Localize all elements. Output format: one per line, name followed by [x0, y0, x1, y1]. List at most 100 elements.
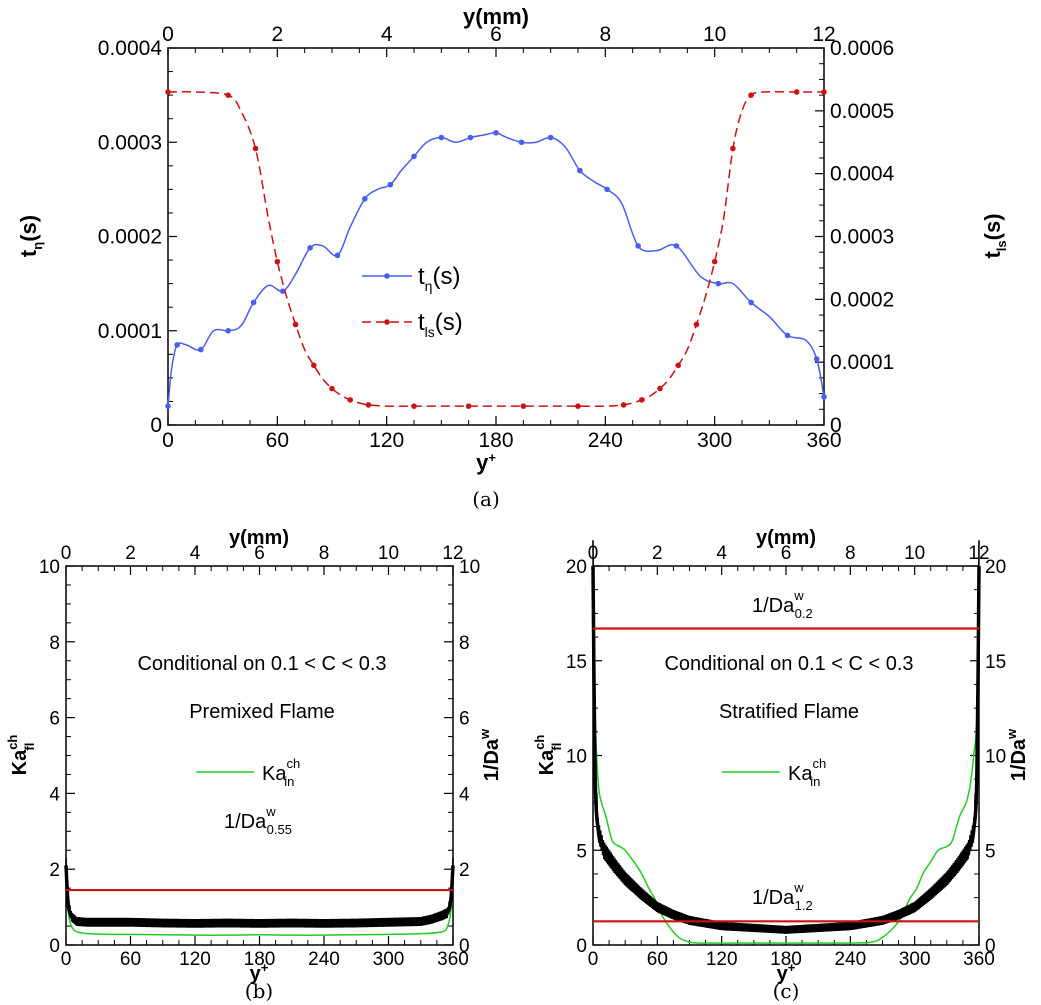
y2-tick-label: 0.0001 [830, 351, 894, 374]
series-point-ls [292, 321, 299, 328]
panel-a-caption: (a) [472, 487, 500, 511]
panel-a-y2-label: tls(s) [980, 213, 1009, 258]
y-tick-label: 10 [39, 557, 60, 578]
x-tick-label: 0 [162, 429, 174, 452]
series-point-ls [274, 258, 281, 265]
series-point-ls [638, 397, 645, 403]
series-point-η [165, 403, 171, 409]
series-line-ka-in [592, 584, 980, 944]
series-point-ls [252, 145, 259, 152]
y-tick-label: 0 [576, 936, 587, 957]
x2-tick-label: 4 [190, 543, 201, 564]
x2-tick-label: 4 [716, 543, 727, 564]
panel-c-line-label-bottom: 1/Daw 1.2 [752, 880, 813, 913]
y2-tick-label: 0.0002 [830, 288, 894, 311]
y2-tick-label: 0.0005 [830, 100, 894, 123]
x-tick-label: 180 [770, 949, 802, 970]
series-point-ls [711, 258, 718, 265]
series-point-η [362, 196, 368, 202]
y-tick-label: 20 [566, 557, 587, 578]
series-point-η [813, 356, 820, 362]
y-tick-label: 5 [576, 841, 587, 862]
x2-tick-label: 2 [652, 543, 663, 564]
x-tick-label: 240 [308, 949, 340, 970]
panel-b-annotation-condition: Conditional on 0.1 < C < 0.3 [137, 653, 386, 675]
panel-a-series [165, 89, 827, 409]
panel-b-caption: (b) [245, 979, 273, 1003]
panel-a-legend: tη(s) tls(s) [362, 263, 463, 340]
y-tick-label: 0.0001 [98, 320, 162, 343]
x-tick-label: 360 [806, 429, 841, 452]
series-point-η [250, 299, 257, 306]
series-band-ka-fl [65, 857, 454, 928]
panel-c-caption: (c) [773, 979, 800, 1003]
series-band-core [591, 565, 981, 932]
x2-tick-label: 8 [845, 543, 856, 564]
series-point-ls [165, 89, 171, 95]
series-point-η [438, 134, 445, 141]
x-tick-label: 180 [244, 949, 276, 970]
y-tick-label: 6 [49, 709, 60, 730]
series-point-η [673, 243, 680, 249]
series-point-η [784, 332, 791, 339]
x2-tick-label: 8 [599, 23, 611, 46]
y-tick-label: 0.0002 [98, 226, 162, 249]
series-point-ls [657, 385, 663, 392]
panel-c-x2-label: y(mm) [756, 527, 816, 549]
series-point-η [307, 245, 313, 251]
panel-b-y-label: Kach fl [5, 735, 37, 776]
y2-tick-label: 0 [985, 936, 996, 957]
series-point-η [467, 134, 474, 141]
legend-blue-marker [384, 273, 390, 279]
y2-tick-label: 4 [459, 784, 470, 805]
y2-tick-label: 5 [985, 841, 996, 862]
panel-a-x2-label: y(mm) [463, 4, 529, 29]
series-point-ls [748, 92, 754, 98]
y-tick-label: 10 [566, 747, 587, 768]
y-tick-label: 0 [49, 936, 60, 957]
series-point-η [411, 153, 417, 160]
series-point-ls [225, 92, 231, 98]
legend-blue-label: tη(s) [418, 263, 460, 294]
series-point-η [604, 186, 610, 193]
panel-b-legend-label: Kach in [262, 756, 300, 789]
series-point-ls [793, 89, 800, 95]
y2-tick-label: 0.0003 [830, 226, 894, 249]
x-tick-label: 360 [963, 949, 995, 970]
series-point-η [518, 139, 525, 146]
panel-c-y2-label: 1/Daw [1004, 728, 1030, 781]
series-line-ls [167, 91, 824, 407]
x-tick-label: 120 [179, 949, 211, 970]
y2-tick-label: 8 [459, 633, 470, 654]
legend-red-marker [384, 319, 390, 325]
legend-red-label: tls(s) [418, 309, 463, 340]
series-point-ls [675, 362, 682, 369]
y-tick-label: 0 [150, 414, 162, 437]
x-tick-label: 300 [899, 949, 931, 970]
panel-a-x-label: y+ [476, 450, 496, 475]
series-point-η [577, 167, 583, 174]
y-tick-label: 2 [49, 860, 60, 881]
series-line-ka-in [65, 872, 454, 936]
series-band-ka-fl [592, 540, 980, 934]
series-point-η [198, 346, 204, 353]
panel-a-y-label: tη(s) [16, 215, 45, 257]
x2-tick-label: 12 [812, 23, 835, 46]
y-tick-label: 0.0003 [98, 131, 162, 154]
panel-b-series [64, 857, 455, 936]
y2-tick-label: 10 [985, 747, 1006, 768]
x2-tick-label: 4 [381, 23, 393, 46]
series-point-η [387, 181, 394, 188]
x2-tick-label: 10 [703, 23, 726, 46]
y2-tick-label: 0.0004 [830, 163, 895, 186]
series-point-ls [347, 397, 354, 403]
series-point-η [174, 342, 180, 348]
x2-tick-label: 10 [378, 543, 399, 564]
x-tick-label: 0 [61, 949, 72, 970]
x2-tick-label: 2 [271, 23, 283, 46]
series-point-η [334, 252, 341, 259]
panel-a-labels: y(mm) y+ tη(s) tls(s) [16, 4, 1009, 475]
y2-tick-label: 15 [985, 652, 1006, 673]
series-point-ls [465, 403, 472, 409]
